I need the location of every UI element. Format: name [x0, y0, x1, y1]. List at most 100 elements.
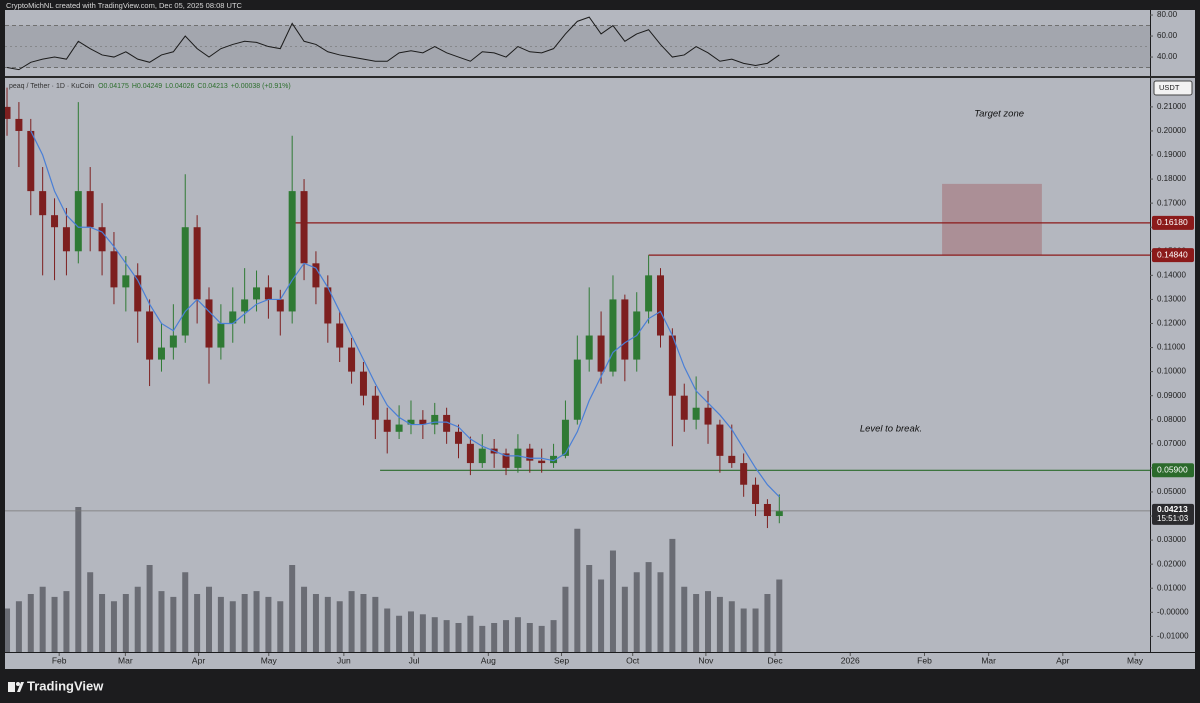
volume-bar	[633, 572, 640, 652]
volume-bar	[455, 623, 462, 652]
volume-bar	[312, 594, 319, 652]
candle-body	[181, 227, 189, 336]
volume-bar	[740, 608, 747, 652]
volume-bar	[63, 591, 70, 652]
y-tick-label: 0.12000	[1157, 319, 1186, 328]
volume-bar	[277, 601, 284, 652]
volume-bar	[51, 596, 58, 652]
candle-body	[502, 453, 510, 468]
rsi-line	[6, 16, 780, 71]
volume-bar	[514, 617, 521, 652]
y-tick-label: 0.11000	[1157, 343, 1186, 352]
candle-body	[550, 455, 558, 464]
x-tick-label: Mar	[981, 655, 996, 665]
y-tick-label: 0.10000	[1157, 367, 1186, 376]
level-box	[1152, 248, 1194, 263]
volume-bar	[407, 611, 414, 652]
candle-body	[609, 299, 617, 372]
rsi-group	[5, 16, 1150, 71]
candle-body	[383, 419, 391, 432]
candle-body	[276, 299, 284, 312]
volume-bar	[503, 620, 510, 652]
candle-body	[431, 414, 439, 425]
candle-body	[466, 443, 474, 464]
x-tick-label: Jun	[337, 655, 351, 665]
candle-body	[680, 395, 688, 420]
volume-bar	[217, 596, 224, 652]
rsi-tick-label: 80.00	[1157, 10, 1178, 19]
x-tick-label: Feb	[917, 655, 932, 665]
candle-body	[621, 299, 629, 360]
candle-body	[122, 275, 130, 288]
volume-bar	[110, 601, 117, 652]
candle-body	[728, 455, 736, 464]
y-tick-label: 0.01000	[1157, 583, 1186, 592]
volume-bar	[241, 594, 248, 652]
candle-body	[264, 287, 272, 300]
candle-body	[288, 191, 296, 312]
candle-body	[169, 335, 177, 348]
candle-body	[217, 323, 225, 348]
y-tick-label: -0.01000	[1157, 631, 1189, 640]
candle-body	[740, 463, 748, 485]
volume-bar	[538, 625, 545, 652]
candle-body	[39, 191, 47, 216]
volume-bar	[253, 591, 260, 652]
candle-body	[253, 287, 261, 300]
annotation: Target zone	[974, 109, 1024, 120]
candle-body	[134, 275, 142, 312]
volume-bar	[491, 623, 498, 652]
volume-bar	[15, 601, 22, 652]
volume-bar	[526, 623, 533, 652]
volume-bar	[194, 594, 201, 652]
last-price-label: 0.04213	[1157, 504, 1188, 514]
y-tick-label: 0.18000	[1157, 174, 1186, 183]
volume-bar	[182, 572, 189, 652]
x-tick-label: Nov	[698, 655, 714, 665]
x-tick-label: 2026	[841, 655, 860, 665]
currency: USDT	[1159, 83, 1180, 92]
symbol-title: peaq / Tether · 1D · KuCoin	[9, 83, 94, 90]
candle-body	[645, 275, 653, 312]
level-label: 0.16180	[1157, 217, 1188, 227]
volume-bar	[360, 594, 367, 652]
volume-bar	[621, 586, 628, 652]
candle-body	[538, 460, 546, 464]
candle-body	[371, 395, 379, 420]
volume-bar	[206, 586, 213, 652]
volume-bar	[431, 617, 438, 652]
x-tick-label: Mar	[118, 655, 133, 665]
rsi-tick-label: 60.00	[1157, 31, 1178, 40]
candle-body	[585, 335, 593, 360]
volume-bar	[158, 591, 165, 652]
moving-average	[30, 130, 780, 498]
candle-body	[27, 130, 35, 192]
volume-bar	[396, 615, 403, 652]
volume-bar	[681, 586, 688, 652]
volume-bar	[752, 608, 759, 652]
candle-body	[312, 263, 320, 288]
candle-body	[573, 359, 581, 420]
level-label: 0.05900	[1157, 465, 1188, 475]
candle-body	[205, 299, 213, 348]
rsi-tick-label: 40.00	[1157, 52, 1178, 61]
candle-body	[15, 118, 23, 131]
footer: TradingView	[27, 678, 104, 693]
candle-body	[656, 275, 664, 336]
volume-bar	[776, 579, 783, 652]
candle-body	[241, 299, 249, 312]
candle-body	[348, 347, 356, 372]
x-tick-label: Jul	[409, 655, 420, 665]
candle-body	[5, 106, 11, 119]
candle-body	[514, 448, 522, 468]
candle-body	[86, 191, 94, 228]
x-tick-label: Dec	[767, 655, 783, 665]
y-tick-label: 0.07000	[1157, 439, 1186, 448]
x-tick-label: Apr	[192, 655, 205, 665]
candle-body	[704, 407, 712, 425]
volume-bar	[550, 620, 557, 652]
x-tick-label: Oct	[626, 655, 640, 665]
volume-bar	[384, 608, 391, 652]
